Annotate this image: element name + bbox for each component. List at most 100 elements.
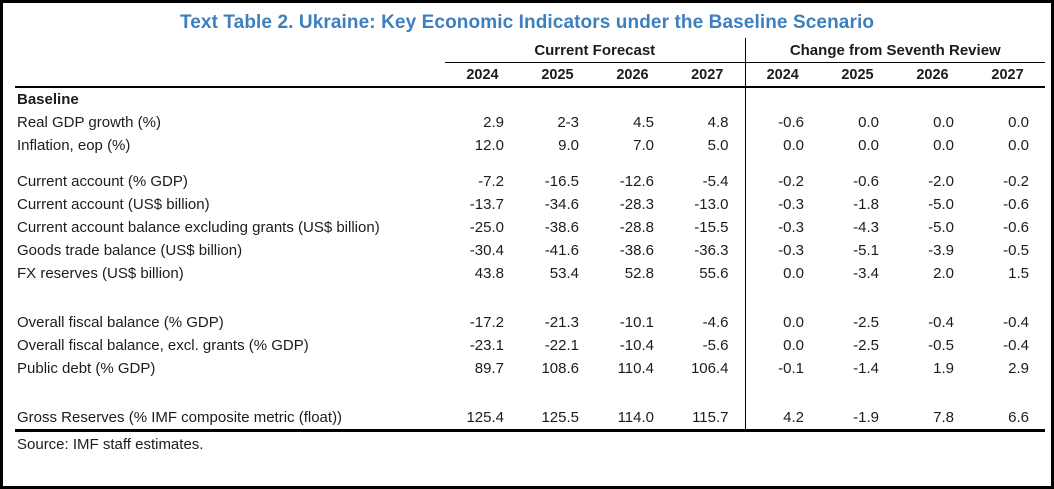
change-value: -0.4: [1003, 337, 1030, 354]
forecast-value: 4.8: [707, 114, 729, 131]
forecast-value: -13.0: [694, 196, 729, 213]
change-value: 1.9: [933, 360, 954, 377]
change-value: 1.5: [1008, 265, 1030, 282]
forecast-value: 114.0: [595, 406, 670, 432]
year-header: 2025: [520, 62, 595, 88]
forecast-value: -41.6: [544, 242, 579, 259]
source-note: Source: IMF staff estimates.: [17, 436, 204, 453]
forecast-value: 108.6: [541, 360, 579, 377]
spacer-row: [15, 285, 1046, 311]
forecast-value: 55.6: [699, 265, 729, 282]
row-label: Current account (US$ billion): [17, 196, 210, 213]
change-value: -2.0: [928, 173, 954, 190]
empty-label-cell: [15, 62, 445, 88]
change-value: -5.0: [928, 219, 954, 236]
change-value: 0.0: [744, 262, 820, 285]
change-value: -0.6: [1003, 196, 1030, 213]
forecast-value: 52.8: [624, 265, 654, 282]
empty-cell: [445, 87, 745, 111]
change-value: 0.0: [933, 114, 954, 131]
forecast-value: 4.5: [633, 114, 654, 131]
row-label: Gross Reserves (% IMF composite metric (…: [15, 406, 445, 432]
forecast-value: -28.8: [619, 219, 654, 236]
forecast-value: -10.1: [619, 314, 654, 331]
change-value: 0.0: [858, 137, 879, 154]
change-value: -0.5: [928, 337, 954, 354]
change-value: -0.6: [1003, 219, 1030, 236]
row-label: Current account (% GDP): [17, 173, 188, 190]
table-row: Current account (US$ billion) -13.7 -34.6 -…: [15, 193, 1045, 216]
forecast-value: -13.7: [469, 196, 504, 213]
forecast-value: 125.5: [520, 406, 595, 432]
change-value: 0.0: [744, 311, 820, 334]
section-header-row: Baseline: [15, 87, 1046, 111]
spacer-row: [15, 380, 1046, 406]
group-header-row: Current Forecast Change from Seventh Rev…: [15, 38, 1046, 63]
table-row: Current account balance excluding grants…: [15, 216, 1045, 239]
forecast-value: -36.3: [694, 242, 729, 259]
change-value: -0.5: [1003, 242, 1030, 259]
economic-indicators-table: Current Forecast Change from Seventh Rev…: [15, 38, 1046, 432]
change-value: -0.4: [928, 314, 954, 331]
forecast-value: 125.4: [445, 406, 520, 432]
year-header: 2024: [744, 62, 820, 88]
forecast-value: -12.6: [619, 173, 654, 190]
row-label: Overall fiscal balance (% GDP): [17, 314, 224, 331]
section-header-baseline: Baseline: [17, 91, 79, 108]
year-header: 2027: [970, 62, 1046, 88]
forecast-value: -15.5: [694, 219, 729, 236]
table-row: FX reserves (US$ billion) 43.8 53.4 52.8 55.…: [15, 262, 1045, 285]
year-header-row: 2024 2025 2026 2027 2024 2025 2026 2027: [15, 62, 1046, 88]
change-value: -1.4: [853, 360, 879, 377]
row-label: Public debt (% GDP): [17, 360, 156, 377]
forecast-value: 43.8: [474, 265, 504, 282]
forecast-value: 110.4: [617, 360, 654, 377]
forecast-value: 89.7: [474, 360, 504, 377]
forecast-value: -25.0: [469, 219, 504, 236]
change-value: -0.2: [744, 170, 820, 193]
change-value: -0.2: [1003, 173, 1030, 190]
forecast-value: -17.2: [469, 314, 504, 331]
change-value: -3.9: [928, 242, 954, 259]
row-label: Goods trade balance (US$ billion): [17, 242, 243, 259]
change-value: 0.0: [1008, 137, 1030, 154]
table-row: Real GDP growth (%) 2.9 2-3 4.5 4.8 -0.6 0.0 0.…: [15, 111, 1045, 134]
forecast-value: 2.9: [483, 114, 504, 131]
empty-cell: [744, 87, 1046, 111]
forecast-value: -10.4: [619, 337, 654, 354]
change-value: -0.3: [744, 239, 820, 262]
forecast-value: -4.6: [702, 314, 729, 331]
change-value: -0.3: [744, 216, 820, 239]
year-header: 2026: [895, 62, 970, 88]
forecast-value: -22.1: [544, 337, 579, 354]
table-row: Current account (% GDP) -7.2 -16.5 -12.6 -5.…: [15, 170, 1045, 193]
forecast-value: -28.3: [619, 196, 654, 213]
change-value: -5.1: [853, 242, 879, 259]
row-label: FX reserves (US$ billion): [17, 265, 184, 282]
forecast-value: -23.1: [469, 337, 504, 354]
table-row: Goods trade balance (US$ billion) -30.4 -4…: [15, 239, 1045, 262]
forecast-value: -5.4: [702, 173, 729, 190]
change-value: -5.0: [928, 196, 954, 213]
change-value: 0.0: [744, 134, 820, 157]
change-value: -0.6: [853, 173, 879, 190]
forecast-value: -34.6: [544, 196, 579, 213]
forecast-value: 2-3: [557, 114, 579, 131]
forecast-value: -21.3: [544, 314, 579, 331]
table-row: Overall fiscal balance (% GDP) -17.2 -21.3…: [15, 311, 1045, 334]
year-header: 2025: [820, 62, 895, 88]
row-label: Real GDP growth (%): [17, 114, 161, 131]
change-value: -1.8: [853, 196, 879, 213]
change-value: 2.9: [1008, 360, 1030, 377]
change-value: 6.6: [970, 406, 1046, 432]
change-value: 0.0: [858, 114, 879, 131]
year-header: 2024: [445, 62, 520, 88]
row-label: Current account balance excluding grants…: [17, 219, 380, 236]
forecast-value: -38.6: [619, 242, 654, 259]
forecast-value: 106.4: [690, 360, 729, 377]
forecast-value: -7.2: [478, 173, 504, 190]
group-header-change-seventh-review: Change from Seventh Review: [744, 38, 1046, 63]
forecast-value: 9.0: [558, 137, 579, 154]
row-label: Overall fiscal balance, excl. grants (% …: [17, 337, 309, 354]
